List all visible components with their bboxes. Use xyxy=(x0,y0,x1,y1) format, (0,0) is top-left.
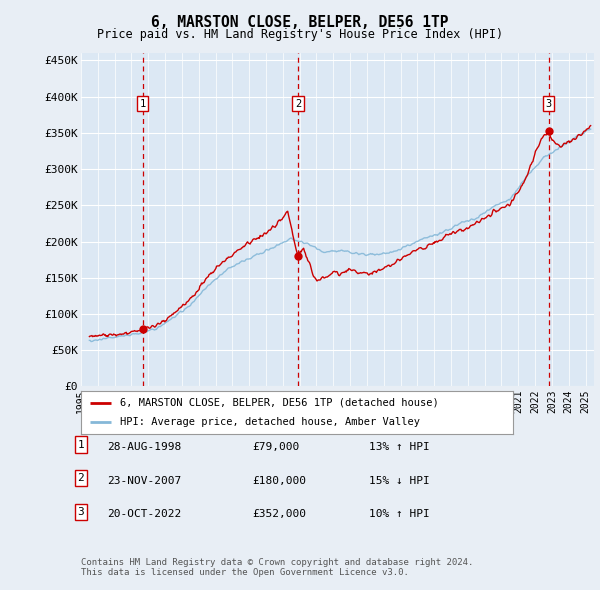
Text: £79,000: £79,000 xyxy=(252,442,299,452)
Text: Contains HM Land Registry data © Crown copyright and database right 2024.
This d: Contains HM Land Registry data © Crown c… xyxy=(81,558,473,577)
Text: HPI: Average price, detached house, Amber Valley: HPI: Average price, detached house, Ambe… xyxy=(120,417,420,427)
Text: 15% ↓ HPI: 15% ↓ HPI xyxy=(369,476,430,486)
Text: 3: 3 xyxy=(545,99,552,109)
Text: 13% ↑ HPI: 13% ↑ HPI xyxy=(369,442,430,452)
Text: 3: 3 xyxy=(77,507,85,517)
Text: 28-AUG-1998: 28-AUG-1998 xyxy=(107,442,181,452)
Text: 2: 2 xyxy=(295,99,301,109)
Text: 10% ↑ HPI: 10% ↑ HPI xyxy=(369,509,430,519)
Text: 20-OCT-2022: 20-OCT-2022 xyxy=(107,509,181,519)
Text: 1: 1 xyxy=(77,440,85,450)
Text: 2: 2 xyxy=(77,473,85,483)
Text: £180,000: £180,000 xyxy=(252,476,306,486)
Text: £352,000: £352,000 xyxy=(252,509,306,519)
Text: 1: 1 xyxy=(140,99,146,109)
Text: Price paid vs. HM Land Registry's House Price Index (HPI): Price paid vs. HM Land Registry's House … xyxy=(97,28,503,41)
Text: 23-NOV-2007: 23-NOV-2007 xyxy=(107,476,181,486)
Text: 6, MARSTON CLOSE, BELPER, DE56 1TP: 6, MARSTON CLOSE, BELPER, DE56 1TP xyxy=(151,15,449,30)
Text: 6, MARSTON CLOSE, BELPER, DE56 1TP (detached house): 6, MARSTON CLOSE, BELPER, DE56 1TP (deta… xyxy=(120,398,439,408)
